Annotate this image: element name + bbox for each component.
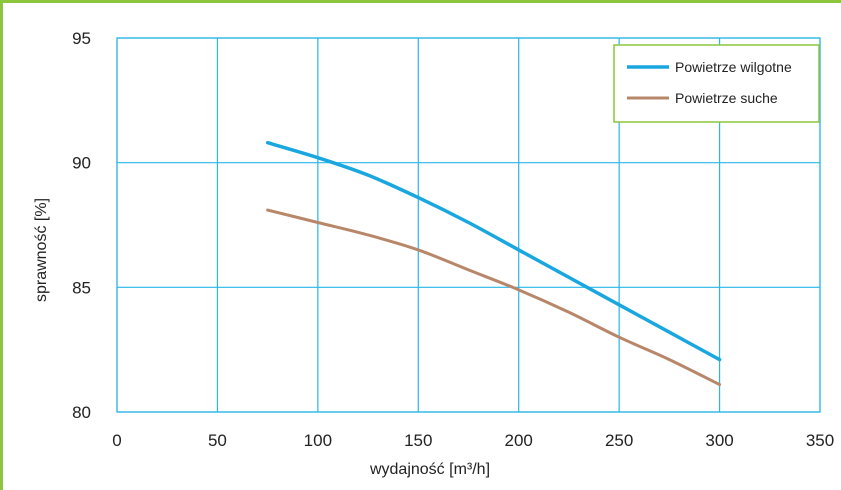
series-line-powietrze-wilgotne	[265, 140, 722, 362]
legend: Powietrze wilgotne Powietrze suche	[613, 44, 820, 123]
tick-labels: 0 50 100 150 200 250 300 350 80 85 90 95	[72, 29, 834, 450]
y-axis-label: sprawność [%]	[33, 198, 50, 302]
x-tick-label: 0	[112, 431, 121, 450]
y-tick-label: 90	[72, 154, 91, 173]
legend-label-powietrze-wilgotne: Powietrze wilgotne	[675, 59, 792, 75]
x-tick-label: 150	[404, 431, 432, 450]
grid	[116, 37, 821, 413]
x-tick-label: 250	[605, 431, 633, 450]
legend-box	[613, 44, 820, 123]
x-axis-label: wydajność [m³/h]	[369, 461, 490, 478]
x-tick-label: 300	[705, 431, 733, 450]
legend-label-powietrze-suche: Powietrze suche	[675, 90, 778, 106]
y-tick-label: 85	[72, 278, 91, 297]
x-tick-label: 200	[505, 431, 533, 450]
x-tick-label: 100	[304, 431, 332, 450]
series-lines	[265, 140, 722, 387]
y-tick-label: 80	[72, 403, 91, 422]
series-line-powietrze-suche	[266, 208, 722, 387]
x-tick-label: 50	[208, 431, 227, 450]
x-tick-label: 350	[806, 431, 834, 450]
y-tick-label: 95	[72, 29, 91, 48]
